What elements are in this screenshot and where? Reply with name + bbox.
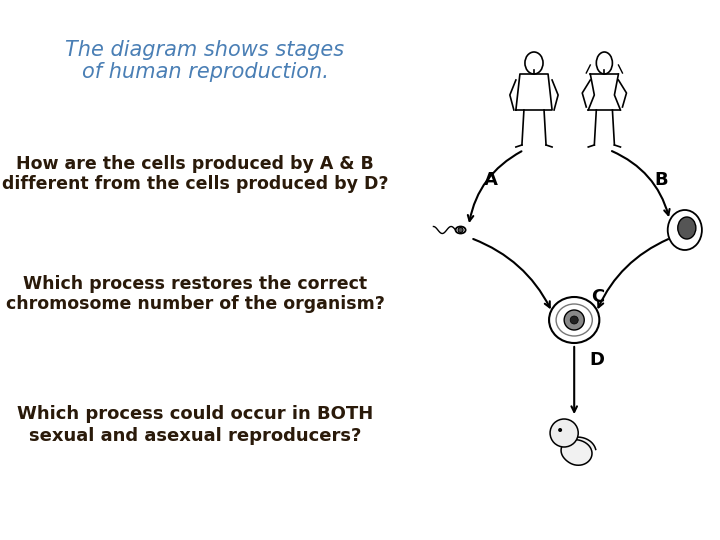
Text: of human reproduction.: of human reproduction. bbox=[81, 62, 328, 82]
Ellipse shape bbox=[678, 217, 696, 239]
Text: D: D bbox=[590, 351, 605, 369]
Text: A: A bbox=[484, 171, 498, 189]
Text: different from the cells produced by D?: different from the cells produced by D? bbox=[1, 175, 388, 193]
Text: chromosome number of the organism?: chromosome number of the organism? bbox=[6, 295, 384, 313]
Text: Which process restores the correct: Which process restores the correct bbox=[23, 275, 367, 293]
Text: C: C bbox=[590, 288, 604, 306]
Text: How are the cells produced by A & B: How are the cells produced by A & B bbox=[16, 155, 374, 173]
Circle shape bbox=[570, 316, 578, 324]
Circle shape bbox=[564, 310, 584, 330]
Text: The diagram shows stages: The diagram shows stages bbox=[66, 40, 345, 60]
Circle shape bbox=[458, 227, 463, 233]
Text: B: B bbox=[655, 171, 668, 189]
Circle shape bbox=[550, 419, 578, 447]
Circle shape bbox=[558, 428, 562, 432]
Polygon shape bbox=[561, 437, 595, 465]
Text: Which process could occur in BOTH: Which process could occur in BOTH bbox=[17, 405, 373, 423]
Text: sexual and asexual reproducers?: sexual and asexual reproducers? bbox=[29, 427, 361, 445]
